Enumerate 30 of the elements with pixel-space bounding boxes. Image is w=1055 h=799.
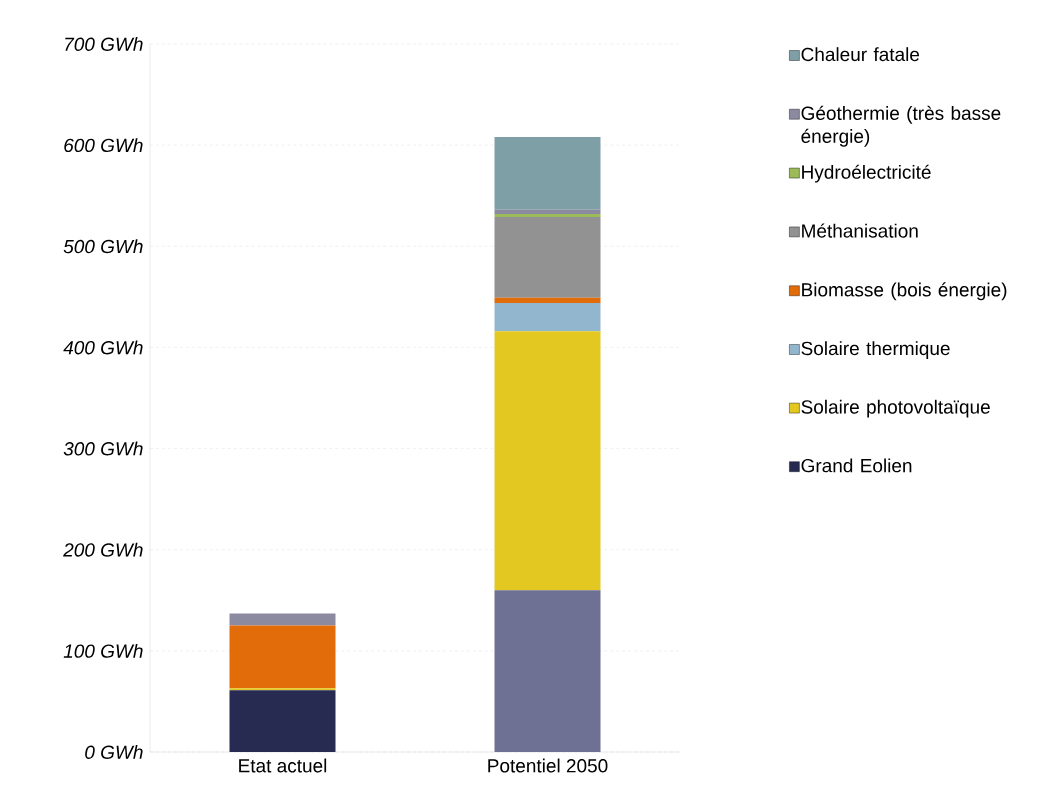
y-tick-label: 700 GWh bbox=[65, 37, 143, 51]
y-tick-label: 300 GWh bbox=[63, 441, 143, 456]
bar bbox=[494, 213, 601, 217]
bar bbox=[229, 690, 336, 752]
y-tick-label: 0 GWh bbox=[85, 745, 143, 759]
bar bbox=[494, 209, 601, 214]
legend-label: Méthanisation bbox=[802, 223, 918, 238]
legend-label: Biomasse (bois énergie) bbox=[802, 282, 1007, 301]
bar bbox=[494, 297, 601, 303]
bar bbox=[494, 137, 601, 210]
bar bbox=[494, 331, 601, 591]
legend-label: Grand Eolien bbox=[801, 458, 912, 473]
legend-label: Géothermie (très basse énergie) bbox=[801, 105, 1001, 147]
y-tick-label: 400 GWh bbox=[63, 340, 143, 355]
bar bbox=[229, 688, 336, 691]
x-tick-label: Potentiel 2050 bbox=[488, 758, 608, 773]
y-tick-label: 600 GWh bbox=[64, 138, 143, 153]
bar bbox=[229, 613, 336, 626]
bar bbox=[494, 302, 601, 332]
bar bbox=[494, 590, 601, 752]
bar bbox=[494, 216, 601, 298]
x-tick-label: Etat actuel bbox=[239, 758, 327, 773]
legend-label: Hydroélectricité bbox=[802, 164, 931, 183]
legend-label: Solaire photovoltaïque bbox=[801, 399, 990, 418]
bar bbox=[229, 625, 336, 689]
y-tick-label: 100 GWh bbox=[63, 643, 143, 658]
legend-label: Solaire thermique bbox=[801, 341, 950, 359]
y-tick-label: 200 GWh bbox=[63, 542, 143, 557]
legend-label: Chaleur fatale bbox=[801, 47, 920, 62]
y-tick-label: 500 GWh bbox=[63, 239, 143, 254]
